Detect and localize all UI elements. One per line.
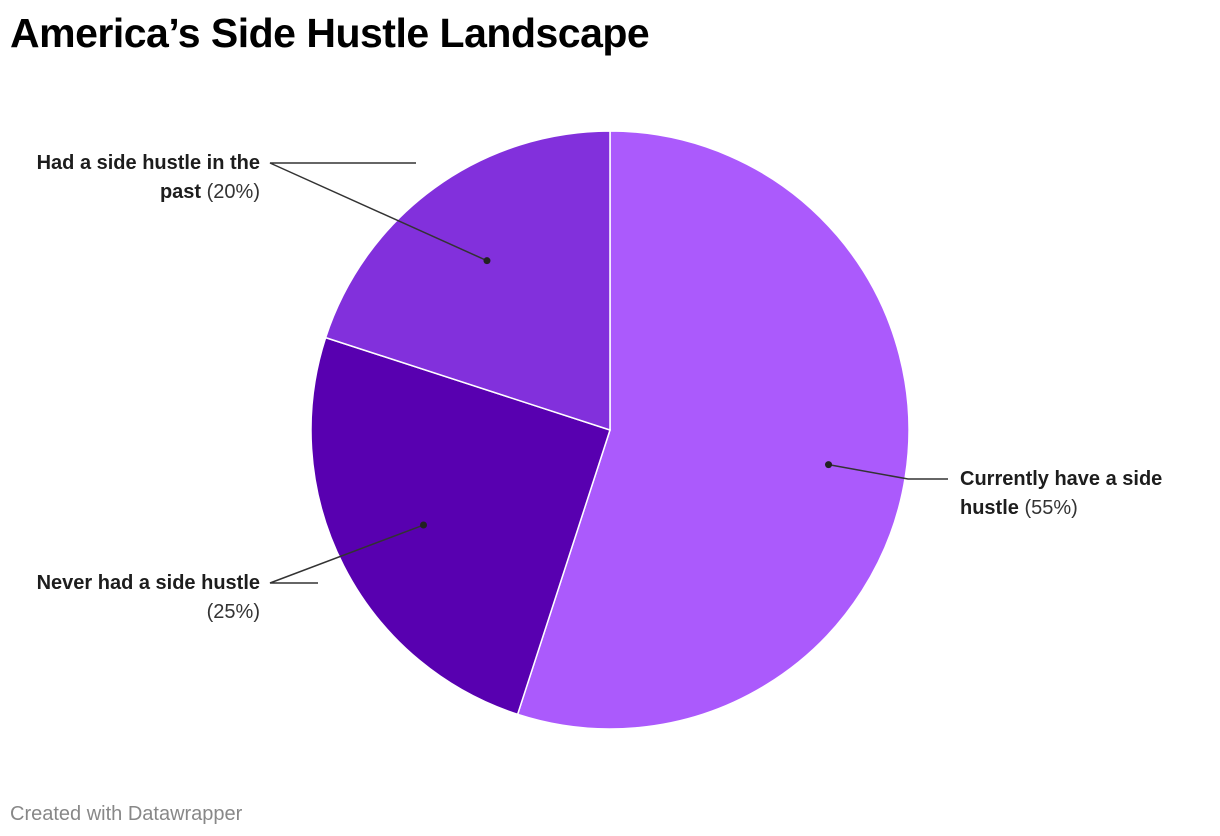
leader-line [828,463,948,480]
slice-label-name: Never had a side hustle [36,572,260,594]
slice-label-value: (55%) [1024,497,1078,519]
slice-label-past: Had a side hustle in the past (20%) [20,149,260,207]
slice-label-value: (20%) [206,181,260,203]
slice-label-name: Had a side hustle in the past [36,152,260,203]
leader-dot [483,257,491,265]
leader-dot [825,461,833,469]
slice-label-name: Currently have a side hustle [960,468,1163,519]
slice-label-currently: Currently have a side hustle (55%) [960,465,1200,523]
leader-line [269,162,488,262]
slice-label-value: (25%) [206,601,260,623]
slice-currently [516,130,910,730]
credit-footer: Created with Datawrapper [10,803,243,825]
leader-line [269,524,424,584]
chart-title: America’s Side Hustle Landscape [10,10,650,56]
slice-past [324,130,611,432]
slice-never [310,336,611,716]
leader-dot [420,521,428,529]
slice-label-never: Never had a side hustle (25%) [20,569,260,627]
